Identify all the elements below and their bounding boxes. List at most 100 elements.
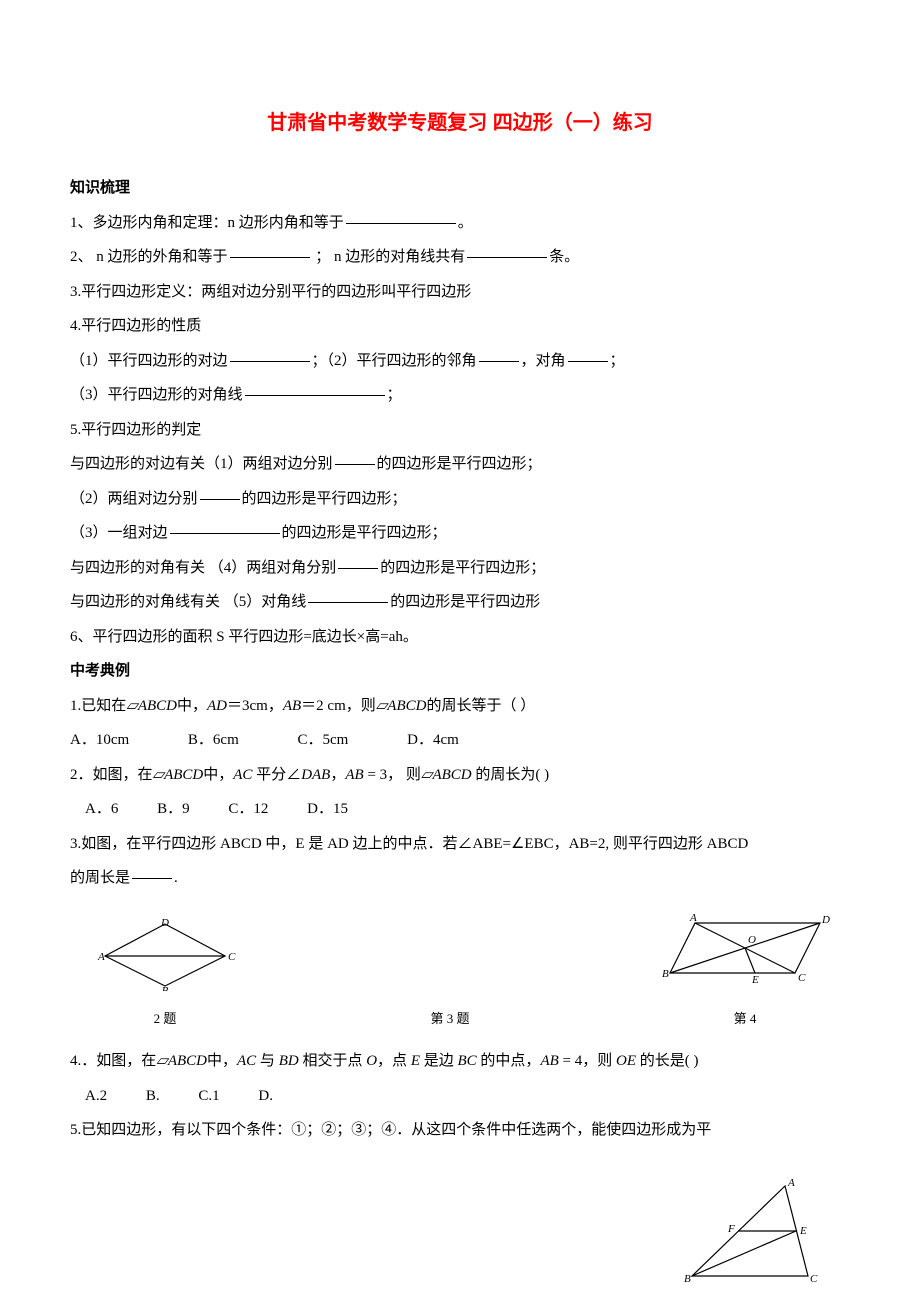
blank bbox=[568, 361, 608, 362]
k2: 2、 n 边形的外角和等于 ； n 边形的对角线共有条。 bbox=[70, 240, 850, 275]
blank bbox=[338, 568, 378, 569]
blank bbox=[230, 361, 310, 362]
k5-5b: 的四边形是平行四边形 bbox=[390, 594, 540, 610]
figure-4: A D B C E O 第 4 bbox=[660, 911, 830, 1035]
blank bbox=[230, 257, 310, 258]
e2-t5: 的周长为( ) bbox=[472, 767, 550, 783]
e2-t1: 中， bbox=[203, 767, 233, 783]
k5-1: 与四边形的对边有关（1）两组对边分别 的四边形是平行四边形； bbox=[70, 447, 850, 482]
ab: AB bbox=[540, 1053, 558, 1069]
blank bbox=[467, 257, 547, 258]
e3: 3.如图，在平行四边形 ABCD 中，E 是 AD 边上的中点．若∠ABE=∠E… bbox=[70, 827, 850, 862]
parallelogram-symbol: ▱ bbox=[421, 767, 433, 783]
k4: 4.平行四边形的性质 bbox=[70, 309, 850, 344]
e3-end: . bbox=[174, 870, 178, 886]
svg-text:B: B bbox=[162, 985, 169, 991]
ac: AC bbox=[233, 767, 252, 783]
opt-b: B．9 bbox=[157, 792, 190, 827]
figures-row: D A C B 2 题 第 3 题 A D B C E O 第 4 bbox=[70, 911, 850, 1035]
e2-t2: 平分∠ bbox=[252, 767, 301, 783]
k5-2: （2）两组对边分别的四边形是平行四边形； bbox=[70, 482, 850, 517]
e4-t7: = 4，则 bbox=[559, 1053, 616, 1069]
parallelogram-symbol: ▱ bbox=[376, 698, 388, 714]
svg-text:E: E bbox=[799, 1225, 807, 1237]
blank bbox=[346, 223, 456, 224]
k4-1d: ； bbox=[610, 353, 625, 369]
abcd: ABCD bbox=[432, 767, 471, 783]
opt-c: C.1 bbox=[198, 1079, 219, 1114]
e4-t8: 的长是( ) bbox=[636, 1053, 699, 1069]
e4-t6: 的中点， bbox=[477, 1053, 541, 1069]
k4-3b: ； bbox=[387, 387, 402, 403]
e3-line2: 的周长是. bbox=[70, 861, 850, 896]
figure-2: D A C B 2 题 bbox=[90, 916, 240, 1035]
bd: BD bbox=[279, 1053, 299, 1069]
ab: AB bbox=[345, 767, 363, 783]
opt-d: D．4cm bbox=[407, 723, 459, 758]
e1: 1.已知在▱ABCD中，AD＝3cm，AB＝2 cm，则▱ABCD的周长等于（ … bbox=[70, 689, 850, 724]
opt-d: D. bbox=[258, 1079, 273, 1114]
e4: 4.．如图，在▱ABCD中，AC 与 BD 相交于点 O，点 E 是边 BC 的… bbox=[70, 1044, 850, 1079]
page-title: 甘肃省中考数学专题复习 四边形（一）练习 bbox=[70, 100, 850, 146]
blank bbox=[170, 533, 280, 534]
dab: DAB bbox=[301, 767, 330, 783]
e1-eq1: ＝3cm， bbox=[227, 698, 283, 714]
e: E bbox=[411, 1053, 420, 1069]
e3-l2: 的周长是 bbox=[70, 870, 130, 886]
oe: OE bbox=[616, 1053, 636, 1069]
blank bbox=[245, 395, 385, 396]
e2-pre: 2．如图，在 bbox=[70, 767, 153, 783]
k4-1: （1）平行四边形的对边；（2）平行四边形的邻角，对角； bbox=[70, 344, 850, 379]
k5-5a: 与四边形的对角线有关 （5）对角线 bbox=[70, 594, 306, 610]
k6: 6、平行四边形的面积 S 平行四边形=底边长×高=ah。 bbox=[70, 620, 850, 655]
k5-4b: 的四边形是平行四边形； bbox=[380, 560, 545, 576]
svg-text:D: D bbox=[160, 917, 169, 929]
opt-a: A.2 bbox=[85, 1079, 107, 1114]
parallelogram-diagonal-icon: D A C B bbox=[90, 916, 240, 991]
bc: BC bbox=[458, 1053, 477, 1069]
e1-pre: 1.已知在 bbox=[70, 698, 126, 714]
e2-options: A．6 B．9 C．12 D．15 bbox=[70, 792, 850, 827]
k5-1b: 的四边形是平行四边形； bbox=[377, 456, 542, 472]
k5-2a: （2）两组对边分别 bbox=[70, 491, 198, 507]
abcd: ABCD bbox=[164, 767, 203, 783]
k5: 5.平行四边形的判定 bbox=[70, 413, 850, 448]
k1: 1、多边形内角和定理：n 边形内角和等于 。 bbox=[70, 206, 850, 241]
k1-text: 1、多边形内角和定理：n 边形内角和等于 bbox=[70, 215, 344, 231]
e2-t4: = 3， 则 bbox=[364, 767, 421, 783]
opt-d: D．15 bbox=[307, 792, 348, 827]
k5-5: 与四边形的对角线有关 （5）对角线 的四边形是平行四边形 bbox=[70, 585, 850, 620]
opt-b: B．6cm bbox=[188, 723, 239, 758]
k4-1a: （1）平行四边形的对边 bbox=[70, 353, 228, 369]
k1-end: 。 bbox=[458, 215, 473, 231]
blank bbox=[132, 878, 172, 879]
blank bbox=[479, 361, 519, 362]
k2b: ； n 边形的对角线共有 bbox=[312, 249, 466, 265]
section-knowledge: 知识梳理 bbox=[70, 171, 850, 206]
svg-text:C: C bbox=[810, 1273, 818, 1285]
parallelogram-symbol: ▱ bbox=[156, 1053, 168, 1069]
e4-options: A.2 B. C.1 D. bbox=[70, 1079, 850, 1114]
e4-t4: ，点 bbox=[377, 1053, 411, 1069]
opt-c: C．12 bbox=[228, 792, 268, 827]
e5: 5.已知四边形，有以下四个条件：①；②；③；④．从这四个条件中任选两个，能使四边… bbox=[70, 1113, 850, 1148]
fig2-label: 2 题 bbox=[90, 1004, 240, 1034]
blank bbox=[335, 464, 375, 465]
k5-1a: 与四边形的对边有关（1）两组对边分别 bbox=[70, 456, 333, 472]
k2a: 2、 n 边形的外角和等于 bbox=[70, 249, 228, 265]
k4-3: （3）平行四边形的对角线； bbox=[70, 378, 850, 413]
svg-text:O: O bbox=[748, 934, 756, 946]
ad: AD bbox=[207, 698, 227, 714]
parallelogram-symbol: ▱ bbox=[153, 767, 165, 783]
k4-1b: ；（2）平行四边形的邻角 bbox=[312, 353, 477, 369]
svg-text:D: D bbox=[821, 914, 830, 926]
parallelogram-symbol: ▱ bbox=[126, 698, 138, 714]
opt-b: B. bbox=[146, 1079, 160, 1114]
fig4-label: 第 4 bbox=[660, 1004, 830, 1034]
e4-pre: 4.．如图，在 bbox=[70, 1053, 156, 1069]
e4-t5: 是边 bbox=[420, 1053, 458, 1069]
opt-a: A．6 bbox=[85, 792, 118, 827]
e4-t1: 中， bbox=[207, 1053, 237, 1069]
e1-t2: 的周长等于（ ） bbox=[426, 698, 535, 714]
e1-options: A．10cm B．6cm C．5cm D．4cm bbox=[70, 723, 850, 758]
